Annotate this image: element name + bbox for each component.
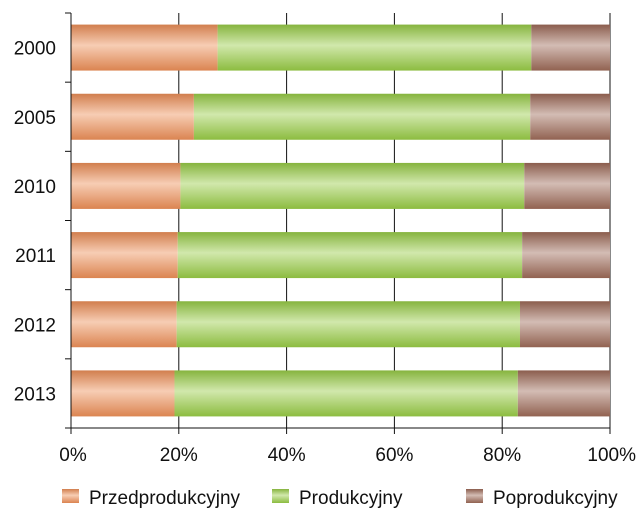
bar-przedprodukcyjny-2013: [71, 370, 175, 417]
bar-przedprodukcyjny-2012: [71, 301, 177, 348]
legend-swatch-przedprodukcyjny: [62, 489, 79, 503]
bar-poprodukcyjny-2000: [531, 24, 610, 71]
gridlines: [178, 13, 611, 428]
y-tick-label-2000: 2000: [14, 39, 56, 60]
bar-poprodukcyjny-2012: [519, 301, 610, 348]
y-tick-label-2010: 2010: [14, 177, 56, 198]
bar-produkcyjny-2011: [177, 232, 523, 279]
legend-swatch-produkcyjny: [272, 489, 289, 503]
axes: 0% 20% 40% 60% 80% 100% 2000 2005 2010 2011 2012 20…: [14, 12, 636, 466]
y-tick-label-2012: 2012: [14, 315, 56, 336]
x-tick-label: 60%: [375, 445, 413, 466]
legend-label-poprodukcyjny: Poprodukcyjny: [493, 488, 618, 509]
bar-produkcyjny-2000: [217, 24, 532, 71]
y-tick-label-2011: 2011: [15, 246, 56, 267]
y-tick-label-2005: 2005: [14, 108, 56, 129]
bar-przedprodukcyjny-2011: [71, 232, 178, 279]
y-tick-label-2013: 2013: [14, 384, 56, 405]
legend: Przedprodukcyjny Produkcyjny Poprodukcyjny: [62, 488, 618, 509]
bar-przedprodukcyjny-2005: [71, 93, 194, 140]
bar-poprodukcyjny-2013: [517, 370, 610, 417]
x-tick-label: 80%: [483, 445, 521, 466]
bar-produkcyjny-2013: [174, 370, 518, 417]
bar-przedprodukcyjny-2010: [71, 162, 181, 209]
bar-produkcyjny-2010: [180, 162, 525, 209]
bar-produkcyjny-2005: [193, 93, 531, 140]
bar-poprodukcyjny-2010: [524, 162, 610, 209]
bar-poprodukcyjny-2011: [522, 232, 610, 279]
x-tick-label: 40%: [268, 445, 306, 466]
bar-produkcyjny-2012: [176, 301, 520, 348]
bars: [71, 24, 610, 417]
x-tick-label: 100%: [587, 445, 636, 466]
legend-label-produkcyjny: Produkcyjny: [299, 488, 403, 509]
bar-poprodukcyjny-2005: [530, 93, 610, 140]
bar-przedprodukcyjny-2000: [71, 24, 218, 71]
x-tick-label: 20%: [160, 445, 198, 466]
legend-label-przedprodukcyjny: Przedprodukcyjny: [89, 488, 241, 509]
x-tick-label: 0%: [59, 445, 87, 466]
legend-swatch-poprodukcyjny: [466, 489, 483, 503]
